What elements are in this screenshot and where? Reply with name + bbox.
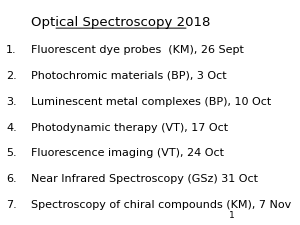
Text: 2.: 2. xyxy=(6,71,17,81)
Text: 5.: 5. xyxy=(6,148,17,158)
Text: 7.: 7. xyxy=(6,200,17,210)
Text: Photochromic materials (BP), 3 Oct: Photochromic materials (BP), 3 Oct xyxy=(32,71,227,81)
Text: 1: 1 xyxy=(229,212,235,220)
Text: 1.: 1. xyxy=(6,45,17,55)
Text: 6.: 6. xyxy=(6,174,17,184)
Text: Photodynamic therapy (VT), 17 Oct: Photodynamic therapy (VT), 17 Oct xyxy=(32,123,229,133)
Text: Fluorescence imaging (VT), 24 Oct: Fluorescence imaging (VT), 24 Oct xyxy=(32,148,224,158)
Text: Luminescent metal complexes (BP), 10 Oct: Luminescent metal complexes (BP), 10 Oct xyxy=(32,97,272,107)
Text: Fluorescent dye probes  (KM), 26 Sept: Fluorescent dye probes (KM), 26 Sept xyxy=(32,45,244,55)
Text: 3.: 3. xyxy=(6,97,17,107)
Text: 4.: 4. xyxy=(6,123,17,133)
Text: Optical Spectroscopy 2018: Optical Spectroscopy 2018 xyxy=(31,16,211,29)
Text: Near Infrared Spectroscopy (GSz) 31 Oct: Near Infrared Spectroscopy (GSz) 31 Oct xyxy=(32,174,259,184)
Text: Spectroscopy of chiral compounds (KM), 7 Nov: Spectroscopy of chiral compounds (KM), 7… xyxy=(32,200,292,210)
